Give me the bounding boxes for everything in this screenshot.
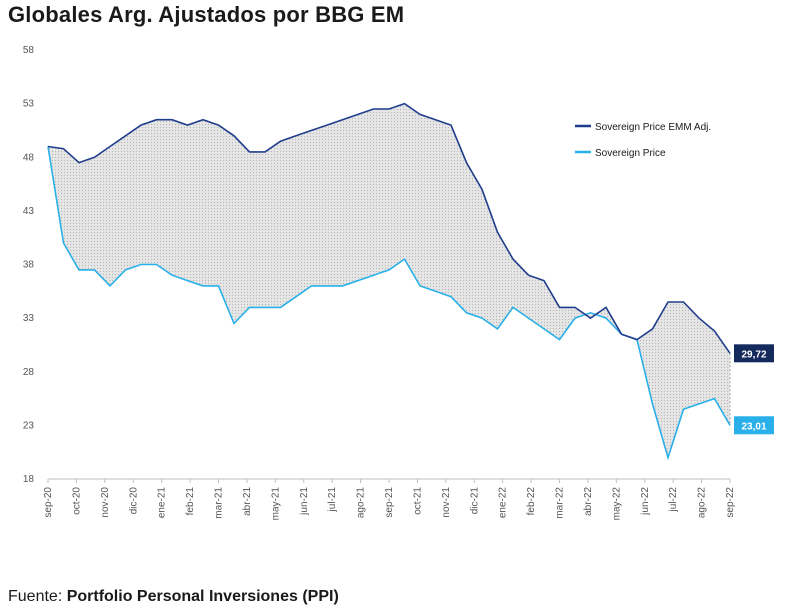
x-tick-label: mar-21: [214, 487, 225, 519]
y-tick-label: 18: [23, 474, 35, 485]
x-tick-label: abr-22: [583, 487, 594, 516]
x-tick-label: feb-22: [526, 487, 537, 516]
x-tick-label: ene-22: [498, 487, 509, 519]
x-tick-label: ago-21: [356, 487, 367, 519]
x-tick-label: may-21: [270, 487, 281, 521]
x-tick-label: nov-21: [441, 487, 452, 518]
x-tick-label: jul-21: [327, 487, 338, 513]
x-tick-label: oct-20: [71, 487, 82, 515]
y-tick-label: 28: [23, 367, 35, 378]
x-tick-label: jul-22: [668, 487, 679, 513]
x-tick-label: sep-21: [384, 487, 395, 518]
end-value-adj: 29,72: [741, 349, 766, 360]
legend-label-price: Sovereign Price: [595, 148, 666, 159]
chart-area: 58 53 48 43 38 33 28 23 18 sep-20 oct-20 nov-20 dic…: [23, 45, 774, 521]
y-axis: 58 53 48 43 38 33 28 23 18: [23, 45, 35, 485]
x-tick-label: oct-21: [412, 487, 423, 515]
y-tick-label: 23: [23, 420, 35, 431]
y-tick-label: 53: [23, 99, 35, 110]
x-tick-label: abr-21: [242, 487, 253, 516]
source-name: Portfolio Personal Inversiones (PPI): [66, 588, 339, 605]
x-tick-label: may-22: [611, 487, 622, 521]
source-note: Fuente: Portfolio Personal Inversiones (…: [8, 588, 339, 606]
x-tick-label: dic-20: [128, 487, 139, 515]
x-tick-label: feb-21: [185, 487, 196, 516]
x-tick-label: ene-21: [157, 487, 168, 519]
x-tick-label: ago-22: [697, 487, 708, 519]
x-tick-label: jun-21: [299, 487, 310, 516]
end-label-adj: 29,72: [734, 344, 774, 363]
y-tick-label: 38: [23, 260, 35, 271]
source-prefix: Fuente:: [8, 588, 67, 605]
x-tick-label: mar-22: [555, 487, 566, 519]
x-tick-label: sep-20: [43, 487, 54, 518]
y-tick-label: 58: [23, 45, 35, 56]
spread-shaded-area: [48, 103, 730, 458]
x-tick-label: dic-21: [469, 487, 480, 515]
x-tick-label: jun-22: [640, 487, 651, 516]
series-line-sovereign-price: [47, 146, 731, 461]
y-tick-label: 33: [23, 313, 35, 324]
end-value-price: 23,01: [741, 421, 766, 432]
x-axis: sep-20 oct-20 nov-20 dic-20 ene-21 feb-21 mar-…: [43, 478, 736, 521]
x-tick-label: nov-20: [100, 487, 111, 518]
legend: Sovereign Price EMM Adj. Sovereign Price: [575, 122, 711, 159]
x-tick-label: sep-22: [725, 487, 736, 518]
chart-title: Globales Arg. Ajustados por BBG EM: [8, 2, 405, 27]
legend-label-adj: Sovereign Price EMM Adj.: [595, 122, 711, 133]
y-tick-label: 48: [23, 152, 35, 163]
end-label-price: 23,01: [734, 416, 774, 435]
y-tick-label: 43: [23, 206, 35, 217]
series-line-sovereign-price-emm-adj: [47, 102, 731, 354]
